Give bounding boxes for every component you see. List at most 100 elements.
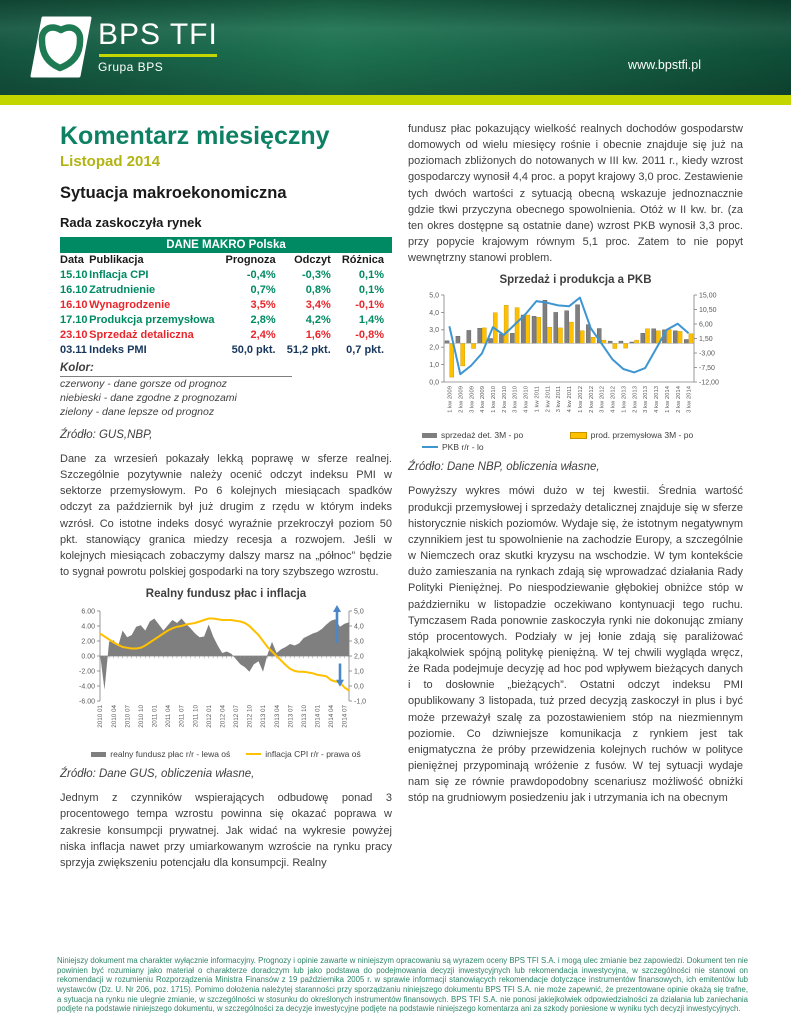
svg-text:3,0: 3,0 <box>429 328 439 335</box>
document-header: BPS TFI Grupa BPS www.bpstfi.pl <box>0 0 791 95</box>
svg-text:2 kw 2014: 2 kw 2014 <box>676 386 682 414</box>
legend-label: prod. przemysłowa 3M - po <box>590 430 694 441</box>
table-cell: Indeks PMI <box>89 344 147 356</box>
lime-divider <box>0 95 791 105</box>
column-header: Prognoza <box>225 254 276 266</box>
svg-text:4 kw 2009: 4 kw 2009 <box>480 386 486 413</box>
svg-text:2 kw 2013: 2 kw 2013 <box>632 386 638 414</box>
svg-text:2 kw 2010: 2 kw 2010 <box>502 386 508 414</box>
right-chart-source: Źródło: Dane NBP, obliczenia własne, <box>408 461 600 474</box>
column-header: Różnica <box>341 254 384 266</box>
table-cell: 0,8% <box>305 284 331 296</box>
brand-block: BPS TFI Grupa BPS <box>98 18 218 74</box>
table-cell: Sprzedaż detaliczna <box>89 329 194 341</box>
table-cell: 0,7 pkt. <box>346 344 384 356</box>
legend-item-retail: sprzedaż det. 3M - po <box>422 430 570 440</box>
svg-text:3,0: 3,0 <box>354 639 364 646</box>
svg-text:2010 01: 2010 01 <box>97 705 104 728</box>
macro-table: Data Publikacja Prognoza Odczyt Różnica 15.1… <box>60 253 392 358</box>
svg-text:-4.00: -4.00 <box>79 684 95 691</box>
bps-logo-icon <box>30 16 92 78</box>
right-paragraph-1: fundusz płac pokazujący wielkość realnyc… <box>408 123 743 265</box>
svg-text:3 kw 2011: 3 kw 2011 <box>556 386 562 412</box>
website-link[interactable]: www.bpstfi.pl <box>628 58 701 72</box>
svg-text:2012 04: 2012 04 <box>219 705 226 728</box>
legend-item-cpi: inflacja CPI r/r - prawa oś <box>246 749 361 760</box>
page-subtitle: Listopad 2014 <box>60 152 161 170</box>
svg-text:2012 07: 2012 07 <box>233 705 240 728</box>
svg-text:4 kw 2012: 4 kw 2012 <box>611 386 617 413</box>
svg-text:3 kw 2013: 3 kw 2013 <box>643 386 649 414</box>
svg-text:4,0: 4,0 <box>429 310 439 317</box>
svg-text:-6.00: -6.00 <box>79 699 95 706</box>
svg-text:2014 04: 2014 04 <box>328 705 335 728</box>
wage-fund-area <box>100 618 349 691</box>
svg-text:4 kw 2010: 4 kw 2010 <box>524 386 530 414</box>
svg-text:2010 04: 2010 04 <box>111 705 118 728</box>
svg-text:2011 07: 2011 07 <box>179 705 186 728</box>
cpi-line <box>99 617 350 692</box>
wage-inflation-chart-svg: 6.00 4.00 2.00 0.00 -2.00 -4.00 -6.00 5,0 4,0 3,0… <box>79 605 366 728</box>
left-paragraph-1: Dane za wrzesień pokazały lekką poprawę … <box>60 452 392 579</box>
svg-text:2011 04: 2011 04 <box>165 705 172 728</box>
table-cell: Wynagrodzenie <box>89 299 171 311</box>
svg-text:2 kw 2012: 2 kw 2012 <box>589 386 595 413</box>
table-cell: 03.11 <box>60 344 87 356</box>
svg-text:-2.00: -2.00 <box>79 669 95 676</box>
svg-text:2 kw 2009: 2 kw 2009 <box>458 386 464 413</box>
line-swatch-icon <box>246 752 262 756</box>
table-cell: 0,1% <box>358 284 384 296</box>
svg-text:2013 01: 2013 01 <box>260 705 267 728</box>
svg-text:6.00: 6.00 <box>81 609 95 616</box>
svg-text:1 kw 2013: 1 kw 2013 <box>621 386 627 414</box>
table-cell: 17.10 <box>60 314 88 326</box>
svg-text:1 kw 2009: 1 kw 2009 <box>448 386 454 413</box>
left-column: Komentarz miesięczny Listopad 2014 Sytua… <box>60 115 392 879</box>
legend-item-production: prod. przemysłowa 3M - po <box>569 430 743 441</box>
table-cell: 16.10 <box>60 284 88 296</box>
section-heading: Sytuacja makroekonomiczna <box>60 183 287 202</box>
table-cell: Produkcja przemysłowa <box>89 314 215 326</box>
svg-text:5,0: 5,0 <box>429 293 439 300</box>
table-cell: 3,4% <box>305 299 331 311</box>
macro-table-title: DANE MAKRO Polska <box>60 236 392 253</box>
table-cell: 1,4% <box>358 314 384 326</box>
table-cell: 50,0 pkt. <box>231 344 276 356</box>
svg-text:3 kw 2012: 3 kw 2012 <box>600 386 606 413</box>
color-legend-item-green: zielony - dane lepsze od prognoz <box>60 406 215 419</box>
table-cell: 23.10 <box>60 329 88 341</box>
svg-text:-3,00: -3,00 <box>699 351 715 358</box>
svg-text:2.00: 2.00 <box>81 639 95 646</box>
line-swatch-icon <box>422 446 438 449</box>
gdp-line <box>448 297 690 376</box>
column-header: Data <box>60 254 84 266</box>
svg-text:3 kw 2014: 3 kw 2014 <box>687 386 693 414</box>
brand-title: BPS TFI <box>98 18 218 51</box>
svg-text:15,00: 15,00 <box>699 293 717 300</box>
svg-text:4 kw 2013: 4 kw 2013 <box>654 386 660 414</box>
svg-text:4,0: 4,0 <box>354 624 364 631</box>
svg-text:-12,00: -12,00 <box>699 380 719 387</box>
svg-text:1 kw 2011: 1 kw 2011 <box>534 386 540 412</box>
main-content: Komentarz miesięczny Listopad 2014 Sytua… <box>0 105 791 879</box>
sales-chart-title: Sprzedaż i produkcja a PKB <box>499 274 652 287</box>
table-cell: 3,5% <box>250 299 276 311</box>
svg-text:2010 07: 2010 07 <box>124 705 131 728</box>
svg-text:1 kw 2010: 1 kw 2010 <box>491 386 497 414</box>
table-cell: -0,1% <box>355 299 384 311</box>
legend-label: inflacja CPI r/r - prawa oś <box>265 749 361 760</box>
bar-swatch-icon <box>422 432 437 438</box>
legend-label: sprzedaż det. 3M - po <box>441 430 524 441</box>
table-cell: 15.10 <box>60 269 88 281</box>
svg-text:2014 01: 2014 01 <box>315 705 322 728</box>
table-row: 23.10 Sprzedaż detaliczna 2,4% 1,6% -0,8% <box>60 328 392 343</box>
table-cell: -0,4% <box>246 269 276 281</box>
svg-text:1,50: 1,50 <box>699 336 713 343</box>
left-paragraph-2: Jednym z czynników wspierających odbudow… <box>60 792 392 869</box>
svg-text:6,00: 6,00 <box>699 322 713 329</box>
wage-chart-legend: realny fundusz płac r/r - lewa oś inflac… <box>60 749 392 759</box>
svg-text:3 kw 2010: 3 kw 2010 <box>513 386 519 414</box>
color-legend-title: Kolor: <box>60 362 293 377</box>
table-row: 15.10 Inflacja CPI -0,4% -0,3% 0,1% <box>60 268 392 283</box>
